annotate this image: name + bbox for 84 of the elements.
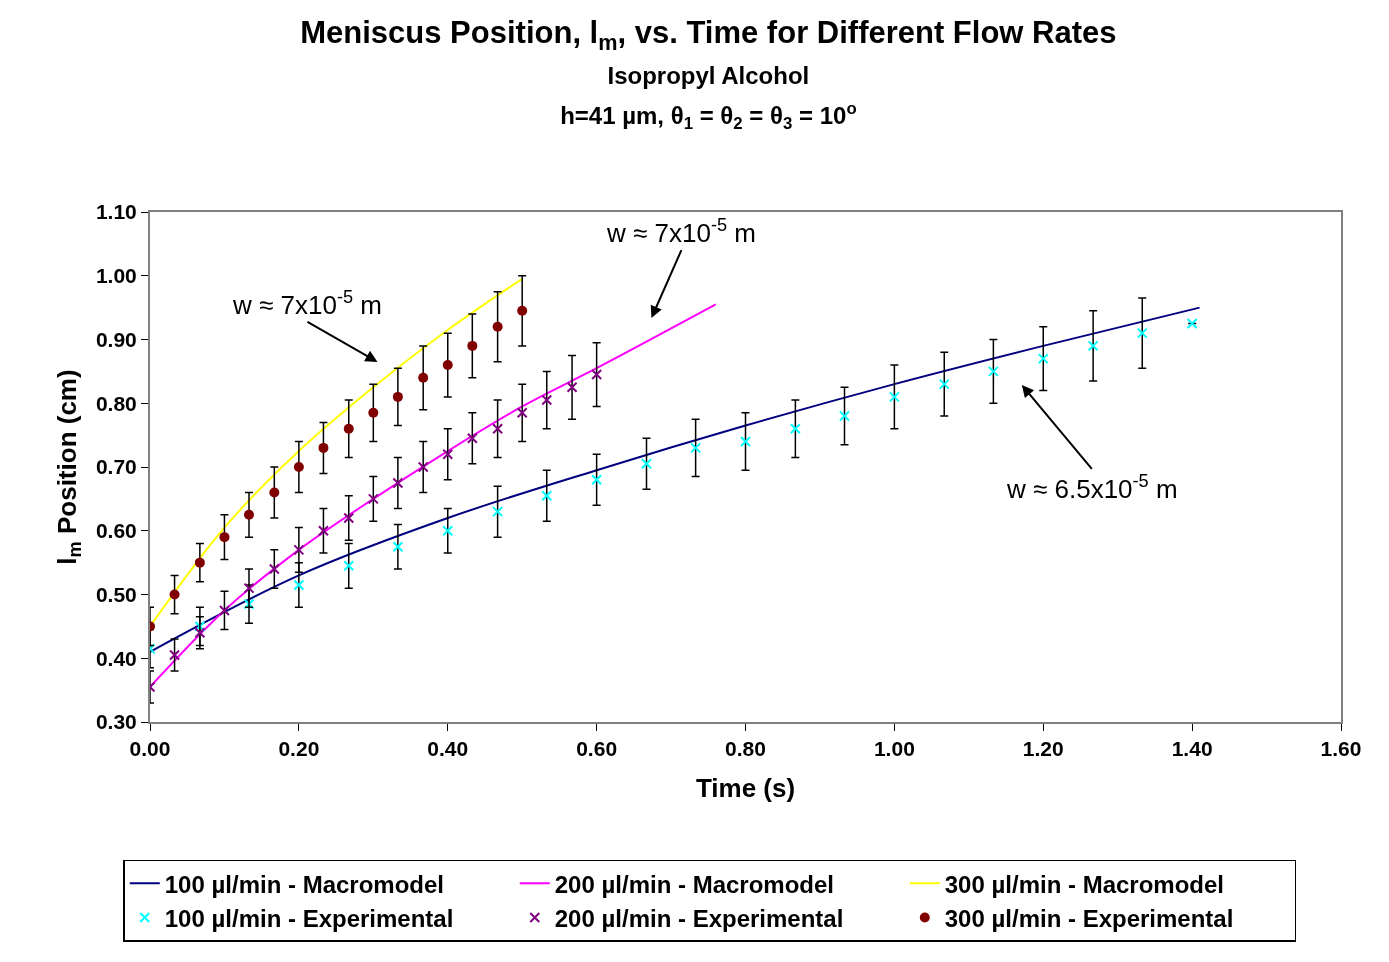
point [268,563,280,575]
point [293,544,305,556]
x-tick-label: 1.40 [1171,737,1213,761]
point [541,394,553,406]
point [690,442,702,454]
point [541,490,553,502]
point [566,381,578,393]
point [392,541,404,553]
legend-label: 100 µl/min - Experimental [164,904,454,932]
point [517,305,528,316]
point [987,365,999,377]
point [194,620,206,632]
x-tick-label: 0.00 [129,737,171,761]
x-tick-label: 0.40 [427,737,469,761]
point [591,474,603,486]
point [368,407,379,418]
text: Isopropyl Alcohol h=41 µm, θ$_{1}$ = θ$_{2}$ = θ$_{3}$ = 10$^{o}$ [560,61,857,133]
point [442,525,454,537]
annotation: w ≈ 7x10$^{-5}$ m [232,287,382,320]
point [318,442,329,453]
x-tick-label: 1.00 [873,737,915,761]
point [789,423,801,435]
point [343,423,354,434]
point [888,391,900,403]
point [641,458,652,470]
point [194,627,206,639]
legend-label: 200 µl/min - Experimental [554,904,844,932]
point [417,461,429,473]
point [839,410,850,422]
point [492,506,504,518]
point [269,487,280,498]
point [591,369,603,381]
point [293,462,304,472]
legend-label: 300 µl/min - Experimental [944,904,1234,932]
point [516,407,528,419]
point [293,579,305,591]
point [1087,340,1099,352]
point [317,525,329,537]
point [169,649,181,661]
x-axis-title: Time (s) [695,773,796,804]
point [1037,353,1049,365]
chart-title: Meniscus Position, l$_{m}$, vs. Time for Different Flow Rates [300,15,1117,55]
x-tick-label: 1.60 [1320,737,1362,761]
legend-label: 100 µl/min - Macromodel [164,870,444,898]
y-tick-label: 0.40 [95,646,137,670]
y-tick-label: 0.30 [95,710,137,734]
point [442,360,453,370]
point [392,391,403,402]
point [244,509,254,520]
annotation: w ≈ 7x10$^{-5}$ m [606,215,756,248]
y-tick-label: 0.70 [95,455,137,479]
point [467,340,478,351]
point [218,604,230,616]
y-tick-label: 0.50 [95,582,137,606]
legend-label: 200 µl/min - Macromodel [554,870,834,898]
legend-label: 300 µl/min - Macromodel [944,870,1224,898]
point [219,532,230,543]
point [740,436,751,447]
point [343,560,355,572]
point [442,448,454,460]
y-tick-label: 0.80 [95,391,137,415]
point [392,477,404,489]
point [343,512,355,524]
x-tick-label: 0.20 [278,737,320,761]
x-tick-label: 1.20 [1022,737,1064,761]
x-tick-label: 0.80 [725,737,766,761]
point [243,598,255,610]
y-tick-label: 1.10 [95,200,137,224]
point [1186,318,1198,330]
point [243,582,255,594]
point [938,378,950,390]
point [169,589,180,600]
point [1136,327,1148,339]
point [492,321,503,332]
point [492,423,504,435]
y-tick-label: 0.60 [95,519,137,543]
point [418,372,429,383]
y-tick-label: 1.00 [95,264,137,288]
annotation: w ≈ 6.5x10$^{-5}$ m [1006,471,1178,504]
x-tick-label: 0.60 [576,737,618,761]
point [194,557,205,568]
point [466,432,478,444]
point [367,493,379,505]
y-tick-label: 0.90 [95,327,137,351]
